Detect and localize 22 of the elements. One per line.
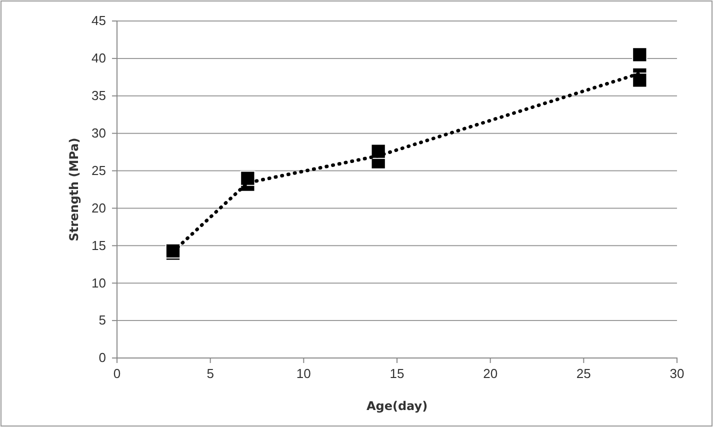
point (632, 47, 648, 62)
x-tick-label: 10 (296, 366, 311, 382)
x-axis-title: Age(day) (366, 399, 428, 413)
y-tick-label: 10 (92, 275, 106, 290)
point (240, 170, 256, 186)
y-tick-label: 15 (92, 238, 106, 253)
y-tick-label: 0 (98, 350, 106, 366)
y-tick-label: 45 (92, 13, 106, 28)
y-tick-label: 35 (92, 88, 106, 104)
point (632, 72, 648, 88)
y-tick-label: 30 (92, 125, 106, 140)
x-tick-label: 15 (390, 366, 404, 382)
x-tick-label: 0 (113, 366, 121, 382)
x-tick-label: 30 (670, 366, 684, 382)
y-tick-label: 25 (92, 162, 106, 178)
y-tick-label: 20 (92, 200, 106, 216)
x-tick-label: 25 (576, 366, 591, 382)
x-tick-label: 5 (206, 366, 214, 382)
y-tick-label: 5 (98, 312, 106, 328)
y-axis-title: Strength (MPa) (67, 138, 81, 242)
y-tick-label: 40 (92, 50, 106, 66)
x-tick-label: 20 (483, 366, 498, 382)
